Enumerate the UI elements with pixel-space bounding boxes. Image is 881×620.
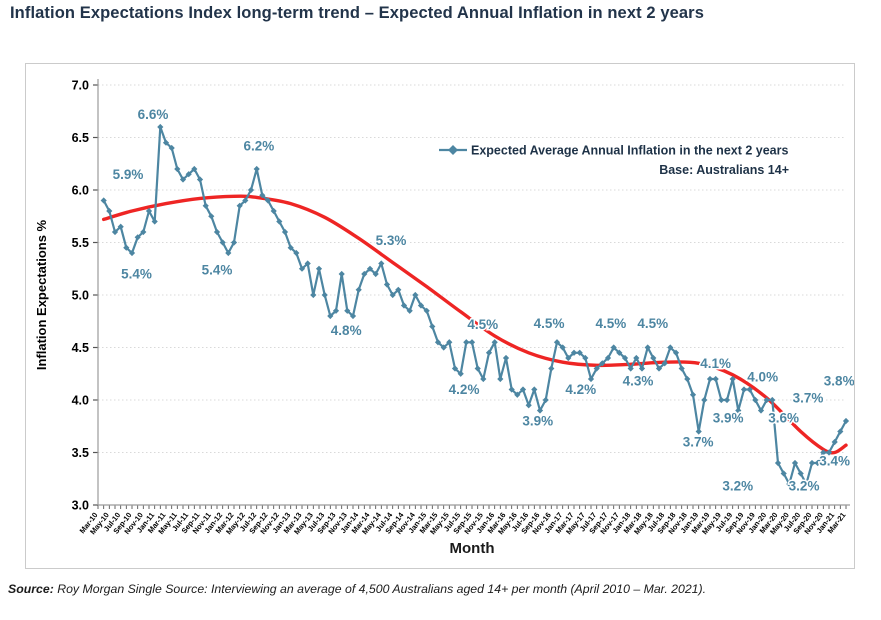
data-callout: 3.7% [793,390,824,405]
data-callout: 5.3% [376,233,407,248]
legend-series-label: Expected Average Annual Inflation in the… [471,144,788,158]
data-callout: 5.4% [121,267,152,282]
y-tick-label: 6.0 [72,184,89,198]
y-tick-label: 4.0 [72,394,89,408]
data-callout: 4.8% [331,323,362,338]
source-text: Roy Morgan Single Source: Interviewing a… [53,582,707,596]
data-callout: 6.2% [244,138,275,153]
data-callout: 4.3% [623,374,654,389]
inflation-series-line [102,125,847,486]
legend-base-label: Base: Australians 14+ [659,163,789,177]
y-tick-label: 3.5 [72,446,89,460]
data-callout: 3.4% [819,453,850,468]
data-callout: 4.2% [565,382,596,397]
y-tick-label: 5.0 [72,289,89,303]
data-callout: 3.9% [522,414,553,429]
page-title: Inflation Expectations Index long-term t… [10,4,704,22]
y-tick-label: 4.5 [72,341,89,355]
y-tick-label: 5.5 [72,236,89,250]
x-axis-title: Month [450,540,495,557]
data-callout: 6.6% [138,107,169,122]
data-callout: 3.6% [768,410,799,425]
chart-panel: 7.0 6.5 6.0 5.5 5.0 4.5 4.0 3.5 3.0 Mar-10 May-10 J… [25,63,856,569]
y-tick-label: 7.0 [72,79,89,93]
data-callout: 3.8% [824,374,854,389]
inflation-series-markers [100,123,850,488]
data-callout: 4.0% [747,369,778,384]
y-tick-label: 6.5 [72,131,89,145]
data-callout: 5.9% [113,167,144,182]
data-callout: 4.5% [534,316,565,331]
source-label: Source: [8,582,54,596]
data-callout: 3.2% [789,479,820,494]
y-axis-title: Inflation Expectations % [34,219,49,370]
data-callout: 4.2% [449,382,480,397]
data-callout: 4.5% [595,316,626,331]
data-callout: 3.7% [683,435,714,450]
data-callout: 5.4% [202,262,233,277]
y-tick-label: 3.0 [72,499,89,513]
data-callout: 3.2% [722,479,753,494]
data-callout: 3.9% [713,410,744,425]
data-callout: 4.5% [467,317,498,332]
data-callout: 4.5% [637,316,668,331]
source-note: Source: Roy Morgan Single Source: Interv… [8,582,878,596]
inflation-expectations-line-chart: 7.06.56.05.55.04.54.03.53.0Mar-10May-10J… [34,79,856,558]
data-callout: 4.1% [700,356,731,371]
legend-marker-diamond [448,145,458,155]
